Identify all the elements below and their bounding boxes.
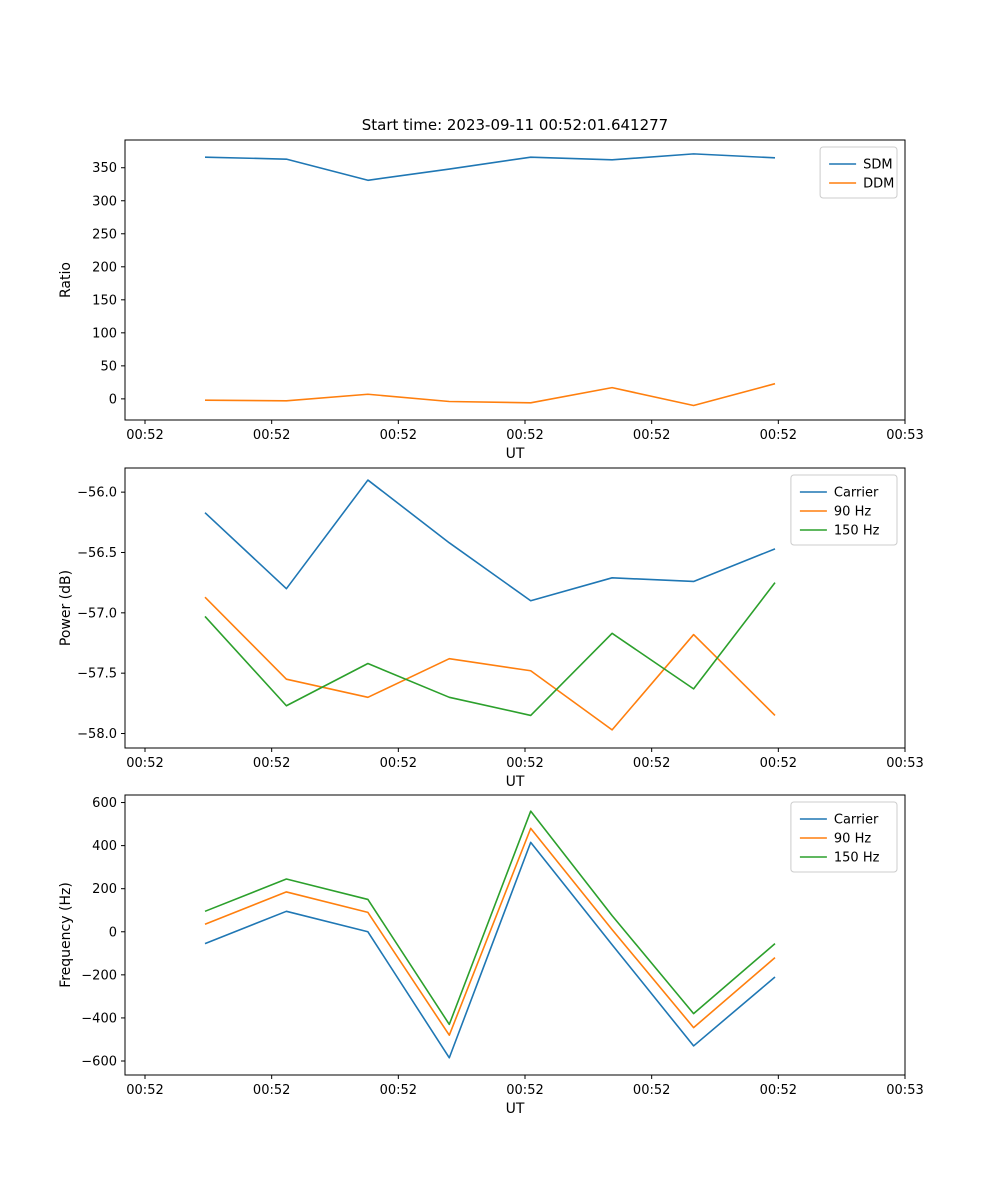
y-tick-label: 100 — [92, 326, 117, 341]
x-tick-label: 00:52 — [633, 428, 670, 443]
y-tick-label: −57.0 — [77, 606, 117, 621]
x-axis-label: UT — [506, 446, 525, 462]
series-150-hz — [204, 810, 776, 1026]
legend-label: 150 Hz — [834, 851, 880, 866]
x-tick-label: 00:52 — [253, 756, 290, 771]
axes-frame — [124, 794, 906, 1076]
y-tick-label: 600 — [92, 796, 117, 811]
series-carrier — [204, 841, 776, 1059]
y-tick-label: 300 — [92, 194, 117, 209]
x-tick-label: 00:52 — [760, 1083, 797, 1098]
x-tick-label: 00:52 — [633, 756, 670, 771]
legend-label: 150 Hz — [834, 524, 880, 539]
y-axis-label: Power (dB) — [58, 570, 74, 646]
y-tick-label: −600 — [81, 1055, 117, 1070]
series-ddm — [204, 382, 776, 407]
y-tick-label: 50 — [100, 359, 117, 374]
y-tick-label: −200 — [81, 968, 117, 983]
x-tick-label: 00:52 — [380, 1083, 417, 1098]
y-tick-label: 350 — [92, 161, 117, 176]
x-tick-label: 00:52 — [126, 1083, 163, 1098]
x-axis-label: UT — [506, 1101, 525, 1117]
legend-label: Carrier — [834, 813, 879, 828]
x-tick-label: 00:53 — [886, 428, 923, 443]
y-tick-label: 200 — [92, 882, 117, 897]
y-tick-label: 200 — [92, 260, 117, 275]
y-axis-label: Frequency (Hz) — [58, 882, 74, 988]
axes-frame — [124, 139, 906, 421]
legend-label: 90 Hz — [834, 832, 871, 847]
x-tick-label: 00:52 — [760, 756, 797, 771]
y-tick-label: 0 — [109, 392, 117, 407]
legend: SDM DDM — [819, 146, 898, 199]
y-tick-label: 400 — [92, 839, 117, 854]
y-tick-label: 250 — [92, 227, 117, 242]
x-tick-label: 00:52 — [126, 756, 163, 771]
series-90-hz — [204, 596, 776, 731]
x-tick-label: 00:52 — [506, 1083, 543, 1098]
series-carrier — [204, 479, 776, 602]
x-tick-label: 00:52 — [253, 1083, 290, 1098]
x-tick-label: 00:52 — [633, 1083, 670, 1098]
x-tick-label: 00:53 — [886, 756, 923, 771]
axes-frame — [124, 467, 906, 749]
series-90-hz — [204, 827, 776, 1036]
subplot-1: 0 50 100 150 200 250 300 350 00:52 00:52 00:52 00:5… — [58, 139, 924, 462]
x-tick-label: 00:53 — [886, 1083, 923, 1098]
series-sdm — [204, 153, 776, 182]
x-tick-label: 00:52 — [506, 428, 543, 443]
y-tick-label: 0 — [109, 925, 117, 940]
legend: Carrier 90 Hz 150 Hz — [790, 474, 898, 546]
x-tick-label: 00:52 — [380, 428, 417, 443]
x-tick-label: 00:52 — [126, 428, 163, 443]
y-tick-label: 150 — [92, 293, 117, 308]
legend-label: DDM — [863, 177, 894, 192]
x-tick-label: 00:52 — [253, 428, 290, 443]
y-axis-label: Ratio — [58, 262, 74, 298]
x-tick-label: 00:52 — [506, 756, 543, 771]
legend-label: 90 Hz — [834, 505, 871, 520]
y-tick-label: −57.5 — [77, 667, 117, 682]
y-tick-label: −400 — [81, 1011, 117, 1026]
y-tick-label: −56.0 — [77, 486, 117, 501]
x-axis-label: UT — [506, 774, 525, 790]
subplot-3: −600 −400 −200 0 200 400 600 00:52 00:52 00:52 00:… — [58, 794, 924, 1117]
subplot-2: −58.0 −57.5 −57.0 −56.5 −56.0 00:52 00:52 00:52… — [58, 467, 924, 790]
figure-title: Start time: 2023-09-11 00:52:01.641277 — [361, 116, 669, 134]
x-tick-label: 00:52 — [760, 428, 797, 443]
y-tick-label: −58.0 — [77, 727, 117, 742]
legend-box — [819, 146, 898, 199]
legend-label: Carrier — [834, 486, 879, 501]
x-tick-label: 00:52 — [380, 756, 417, 771]
y-tick-label: −56.5 — [77, 546, 117, 561]
legend-label: SDM — [863, 158, 892, 173]
series-150-hz — [204, 582, 776, 717]
legend: Carrier 90 Hz 150 Hz — [790, 801, 898, 873]
